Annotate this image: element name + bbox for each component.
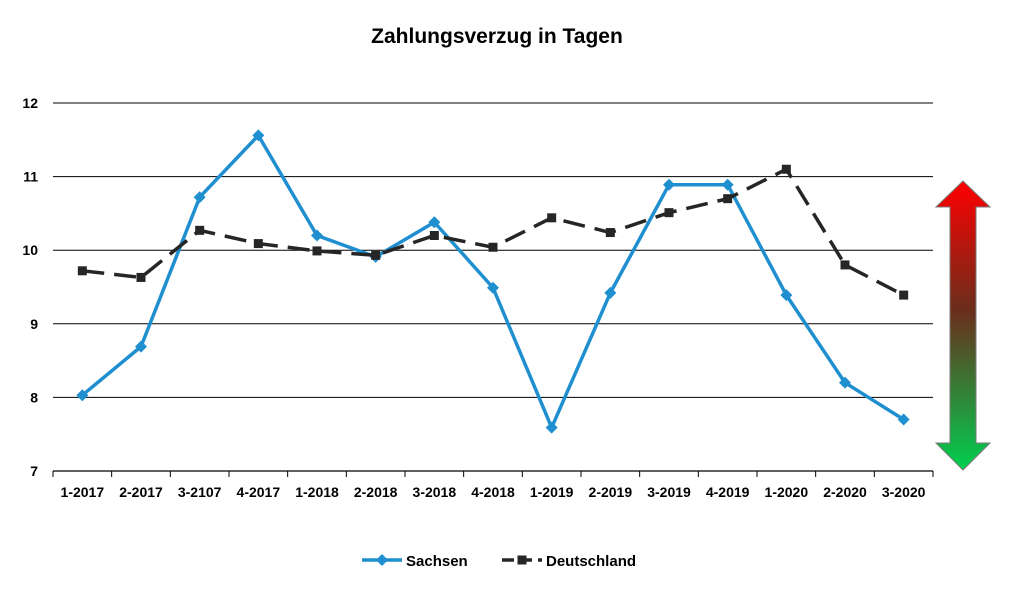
legend-item-deutschland: Deutschland: [502, 553, 636, 570]
x-tick-label: 3-2018: [413, 484, 457, 500]
legend: Sachsen Deutschland: [362, 553, 636, 570]
data-point-deutschland: [195, 225, 205, 235]
x-tick-label: 4-2018: [471, 484, 515, 500]
x-tick-label: 2-2018: [354, 484, 398, 500]
x-tick-label: 3-2019: [647, 484, 691, 500]
series-line-sachsen: [81, 133, 905, 430]
data-point-deutschland: [77, 266, 87, 276]
data-point-deutschland: [664, 208, 674, 218]
data-point-sachsen: [897, 413, 910, 426]
x-tick-label: 1-2019: [530, 484, 574, 500]
data-point-deutschland: [899, 290, 909, 300]
x-tick-label: 1-2020: [765, 484, 809, 500]
y-tick-label: 12: [22, 95, 38, 111]
x-tick-label: 2-2020: [823, 484, 867, 500]
x-tick-label: 2-2019: [589, 484, 633, 500]
legend-label-sachsen: Sachsen: [406, 553, 468, 570]
series-line-deutschland: [82, 167, 905, 297]
data-point-deutschland: [253, 239, 263, 249]
y-axis-tick-labels: 7 8 9 10 11 12: [22, 95, 38, 479]
data-point-deutschland: [723, 194, 733, 204]
y-tick-label: 10: [22, 242, 38, 258]
data-point-sachsen: [252, 129, 265, 142]
data-point-deutschland: [547, 213, 557, 223]
y-tick-label: 7: [30, 463, 38, 479]
data-point-sachsen: [135, 340, 147, 353]
legend-label-deutschland: Deutschland: [546, 553, 636, 570]
data-point-sachsen: [780, 289, 793, 302]
legend-item-sachsen: Sachsen: [362, 553, 468, 570]
data-point-deutschland: [371, 250, 381, 260]
x-tick-label: 4-2017: [237, 484, 281, 500]
data-point-sachsen: [487, 281, 499, 294]
data-point-deutschland: [840, 260, 850, 270]
data-point-sachsen: [721, 178, 734, 191]
data-point-sachsen: [193, 191, 206, 204]
double-arrow-icon: [934, 180, 992, 471]
legend-marker-sachsen: [376, 554, 388, 566]
data-point-sachsen: [76, 389, 89, 402]
data-point-sachsen: [663, 178, 675, 191]
data-point-deutschland: [605, 228, 615, 238]
data-point-deutschland: [312, 246, 322, 256]
series-sachsen: [76, 129, 910, 434]
x-axis-tick-labels: 1-2017 2-2017 3-2107 4-2017 1-2018 2-2018 3-20…: [61, 484, 926, 500]
data-point-sachsen: [545, 421, 558, 434]
x-tick-label: 3-2020: [882, 484, 926, 500]
data-point-sachsen: [604, 286, 617, 299]
series-layer: [76, 129, 910, 434]
chart-title: Zahlungsverzug in Tagen: [371, 25, 623, 48]
data-point-deutschland: [488, 242, 498, 252]
y-tick-label: 9: [30, 316, 38, 332]
x-tick-label: 2-2017: [119, 484, 163, 500]
y-tick-label: 11: [23, 169, 38, 185]
data-point-sachsen: [839, 376, 851, 389]
x-tick-label: 3-2107: [178, 484, 222, 500]
x-tick-label: 4-2019: [706, 484, 750, 500]
y-tick-label: 8: [30, 389, 38, 405]
data-point-deutschland: [429, 230, 439, 240]
series-deutschland: [77, 164, 909, 300]
data-point-deutschland: [781, 164, 791, 174]
legend-marker-deutschland: [517, 555, 527, 565]
data-point-sachsen: [311, 229, 323, 242]
data-point-deutschland: [136, 272, 146, 282]
x-tick-label: 1-2017: [61, 484, 105, 500]
data-point-sachsen: [428, 216, 441, 229]
x-axis: [52, 470, 934, 477]
x-tick-label: 1-2018: [295, 484, 339, 500]
